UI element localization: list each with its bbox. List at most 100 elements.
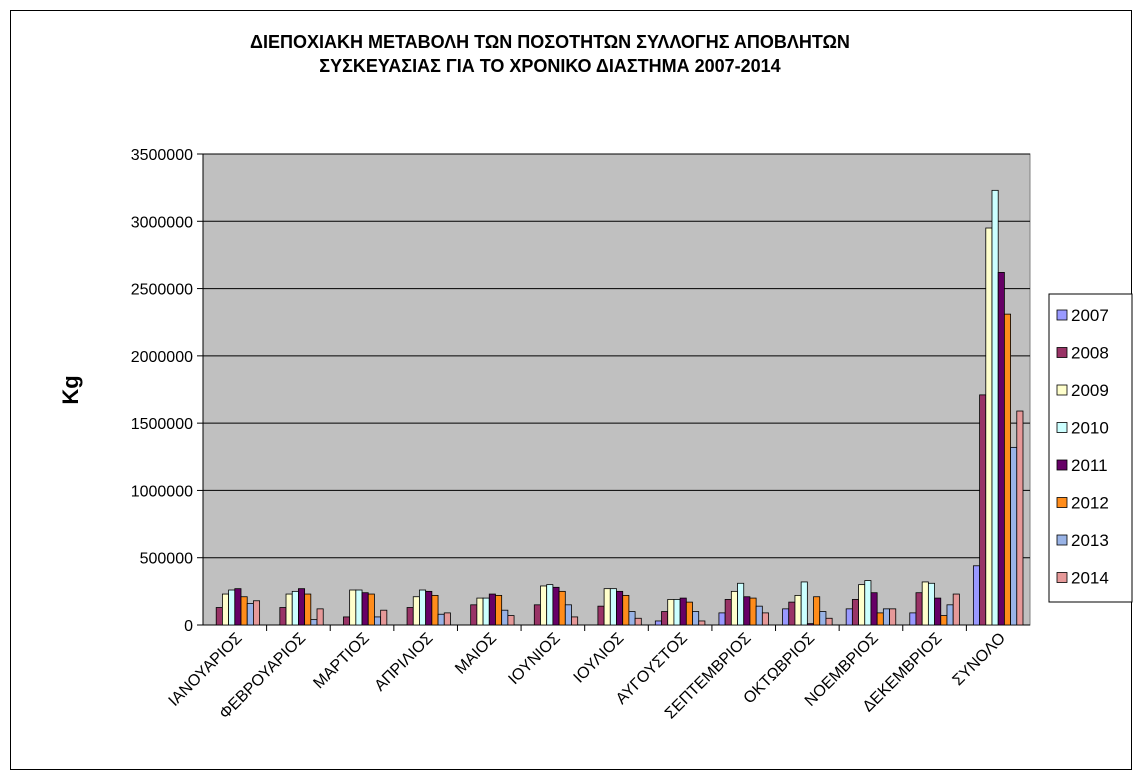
- legend-swatch-2008: [1056, 347, 1068, 358]
- bar-2011-10: [870, 592, 878, 626]
- legend-swatch-2014: [1056, 572, 1068, 583]
- bar-2014-1: [316, 608, 324, 626]
- bar-2014-2: [380, 609, 388, 626]
- bar-2008-6: [597, 605, 605, 626]
- y-tick-label: 1000000: [131, 483, 193, 500]
- bar-2009-2: [349, 589, 357, 626]
- legend: [1048, 293, 1133, 603]
- bar-2011-3: [425, 590, 433, 626]
- y-tick-label: 1500000: [131, 416, 193, 433]
- bar-2011-0: [234, 588, 242, 626]
- bar-2012-0: [240, 596, 248, 626]
- bar-2007-11: [909, 612, 917, 626]
- y-tick-label: 500000: [140, 551, 193, 568]
- bar-2014-0: [253, 600, 261, 626]
- bar-2010-12: [991, 189, 999, 626]
- bar-2009-0: [222, 593, 230, 626]
- legend-label: 2010: [1071, 419, 1109, 438]
- bar-2012-1: [304, 593, 312, 626]
- bar-2013-7: [692, 611, 700, 626]
- bar-2009-1: [285, 593, 293, 626]
- chart-title: ΔΙΕΠΟΧΙΑΚΗ ΜΕΤΑΒΟΛΗ ΤΩΝ ΠΟΣΟΤΗΤΩΝ ΣΥΛΛΟΓ…: [0, 30, 1100, 78]
- legend-label: 2012: [1071, 494, 1109, 513]
- bar-2009-10: [858, 584, 866, 626]
- x-tick-label: ΜΑΡΤΙΟΣ: [310, 630, 372, 692]
- bar-2014-3: [443, 612, 451, 626]
- bar-2012-7: [685, 601, 693, 626]
- bar-2008-2: [343, 616, 351, 626]
- bar-2010-8: [737, 582, 745, 626]
- bar-2012-11: [940, 615, 948, 626]
- bar-2014-9: [825, 617, 833, 626]
- bar-2013-6: [628, 611, 636, 626]
- bar-2012-4: [495, 594, 503, 626]
- legend-label: 2013: [1071, 531, 1109, 550]
- bar-2009-12: [985, 227, 993, 626]
- bar-2013-2: [374, 616, 382, 626]
- bar-2012-9: [813, 596, 821, 626]
- chart-title-line-1: ΔΙΕΠΟΧΙΑΚΗ ΜΕΤΑΒΟΛΗ ΤΩΝ ΠΟΣΟΤΗΤΩΝ ΣΥΛΛΟΓ…: [250, 32, 850, 52]
- bar-2011-11: [934, 597, 942, 626]
- legend-label: 2008: [1071, 344, 1109, 363]
- bar-2008-0: [215, 607, 223, 626]
- bar-2010-3: [419, 589, 427, 626]
- y-tick-label: 2500000: [131, 282, 193, 299]
- bar-2011-8: [743, 596, 751, 626]
- legend-swatch-2013: [1056, 534, 1068, 546]
- bar-2007-8: [718, 612, 726, 626]
- bar-2011-1: [298, 588, 306, 626]
- bar-2014-10: [889, 608, 897, 626]
- bar-2009-9: [794, 594, 802, 626]
- legend-swatch-2009: [1056, 384, 1068, 396]
- x-tick-label: ΙΟΥΛΙΟΣ: [571, 630, 628, 687]
- bar-2012-5: [558, 590, 566, 626]
- bar-2014-4: [507, 615, 515, 626]
- bar-2010-6: [609, 588, 617, 626]
- bar-2010-0: [228, 589, 236, 626]
- bar-2010-4: [482, 597, 490, 626]
- bar-2008-8: [724, 599, 732, 626]
- bar-2008-9: [788, 601, 796, 626]
- bar-2013-12: [1010, 446, 1018, 626]
- bar-2009-4: [476, 597, 484, 626]
- x-tick-label: ΣΥΝΟΛΟ: [950, 630, 1009, 689]
- bar-2009-8: [730, 590, 738, 626]
- legend-swatch-2010: [1056, 422, 1068, 433]
- bar-2009-6: [603, 588, 611, 626]
- bar-2011-7: [679, 597, 687, 626]
- bar-2010-7: [673, 599, 681, 626]
- chart-title-line-2: ΣΥΣΚΕΥΑΣΙΑΣ ΓΙΑ ΤΟ ΧΡΟΝΙΚΟ ΔΙΑΣΤΗΜΑ 2007…: [319, 56, 781, 76]
- legend-label: 2014: [1071, 569, 1109, 588]
- bar-2008-7: [661, 611, 669, 626]
- bar-2014-11: [952, 593, 960, 626]
- bar-2013-0: [246, 603, 254, 626]
- bar-2012-6: [622, 594, 630, 626]
- bar-2012-12: [1003, 313, 1011, 626]
- bar-2012-3: [431, 594, 439, 626]
- bar-2008-10: [851, 599, 859, 626]
- bar-2013-10: [882, 608, 890, 626]
- bar-2014-7: [698, 620, 706, 626]
- bar-2013-4: [501, 609, 509, 626]
- bar-2012-8: [749, 597, 757, 626]
- bar-2008-11: [915, 592, 923, 626]
- y-tick-label: 2000000: [131, 349, 193, 366]
- bar-2008-5: [533, 604, 541, 626]
- legend-label: 2007: [1071, 306, 1109, 325]
- x-tick-label: ΑΠΡΙΛΙΟΣ: [372, 630, 437, 695]
- bar-2013-8: [755, 605, 763, 626]
- bar-2008-12: [979, 394, 987, 626]
- bar-2009-11: [921, 581, 929, 626]
- bar-2010-5: [546, 584, 554, 626]
- bar-2011-4: [488, 593, 496, 626]
- bar-2010-1: [291, 590, 299, 626]
- y-tick-label: 3000000: [131, 214, 193, 231]
- bar-2010-10: [864, 580, 872, 626]
- bar-2011-9: [806, 623, 814, 626]
- bar-2013-1: [310, 619, 318, 626]
- plot-area: [202, 153, 1031, 626]
- bar-2013-5: [564, 604, 572, 626]
- bar-2014-6: [634, 617, 642, 626]
- bar-2013-11: [946, 604, 954, 626]
- bar-2011-6: [616, 590, 624, 626]
